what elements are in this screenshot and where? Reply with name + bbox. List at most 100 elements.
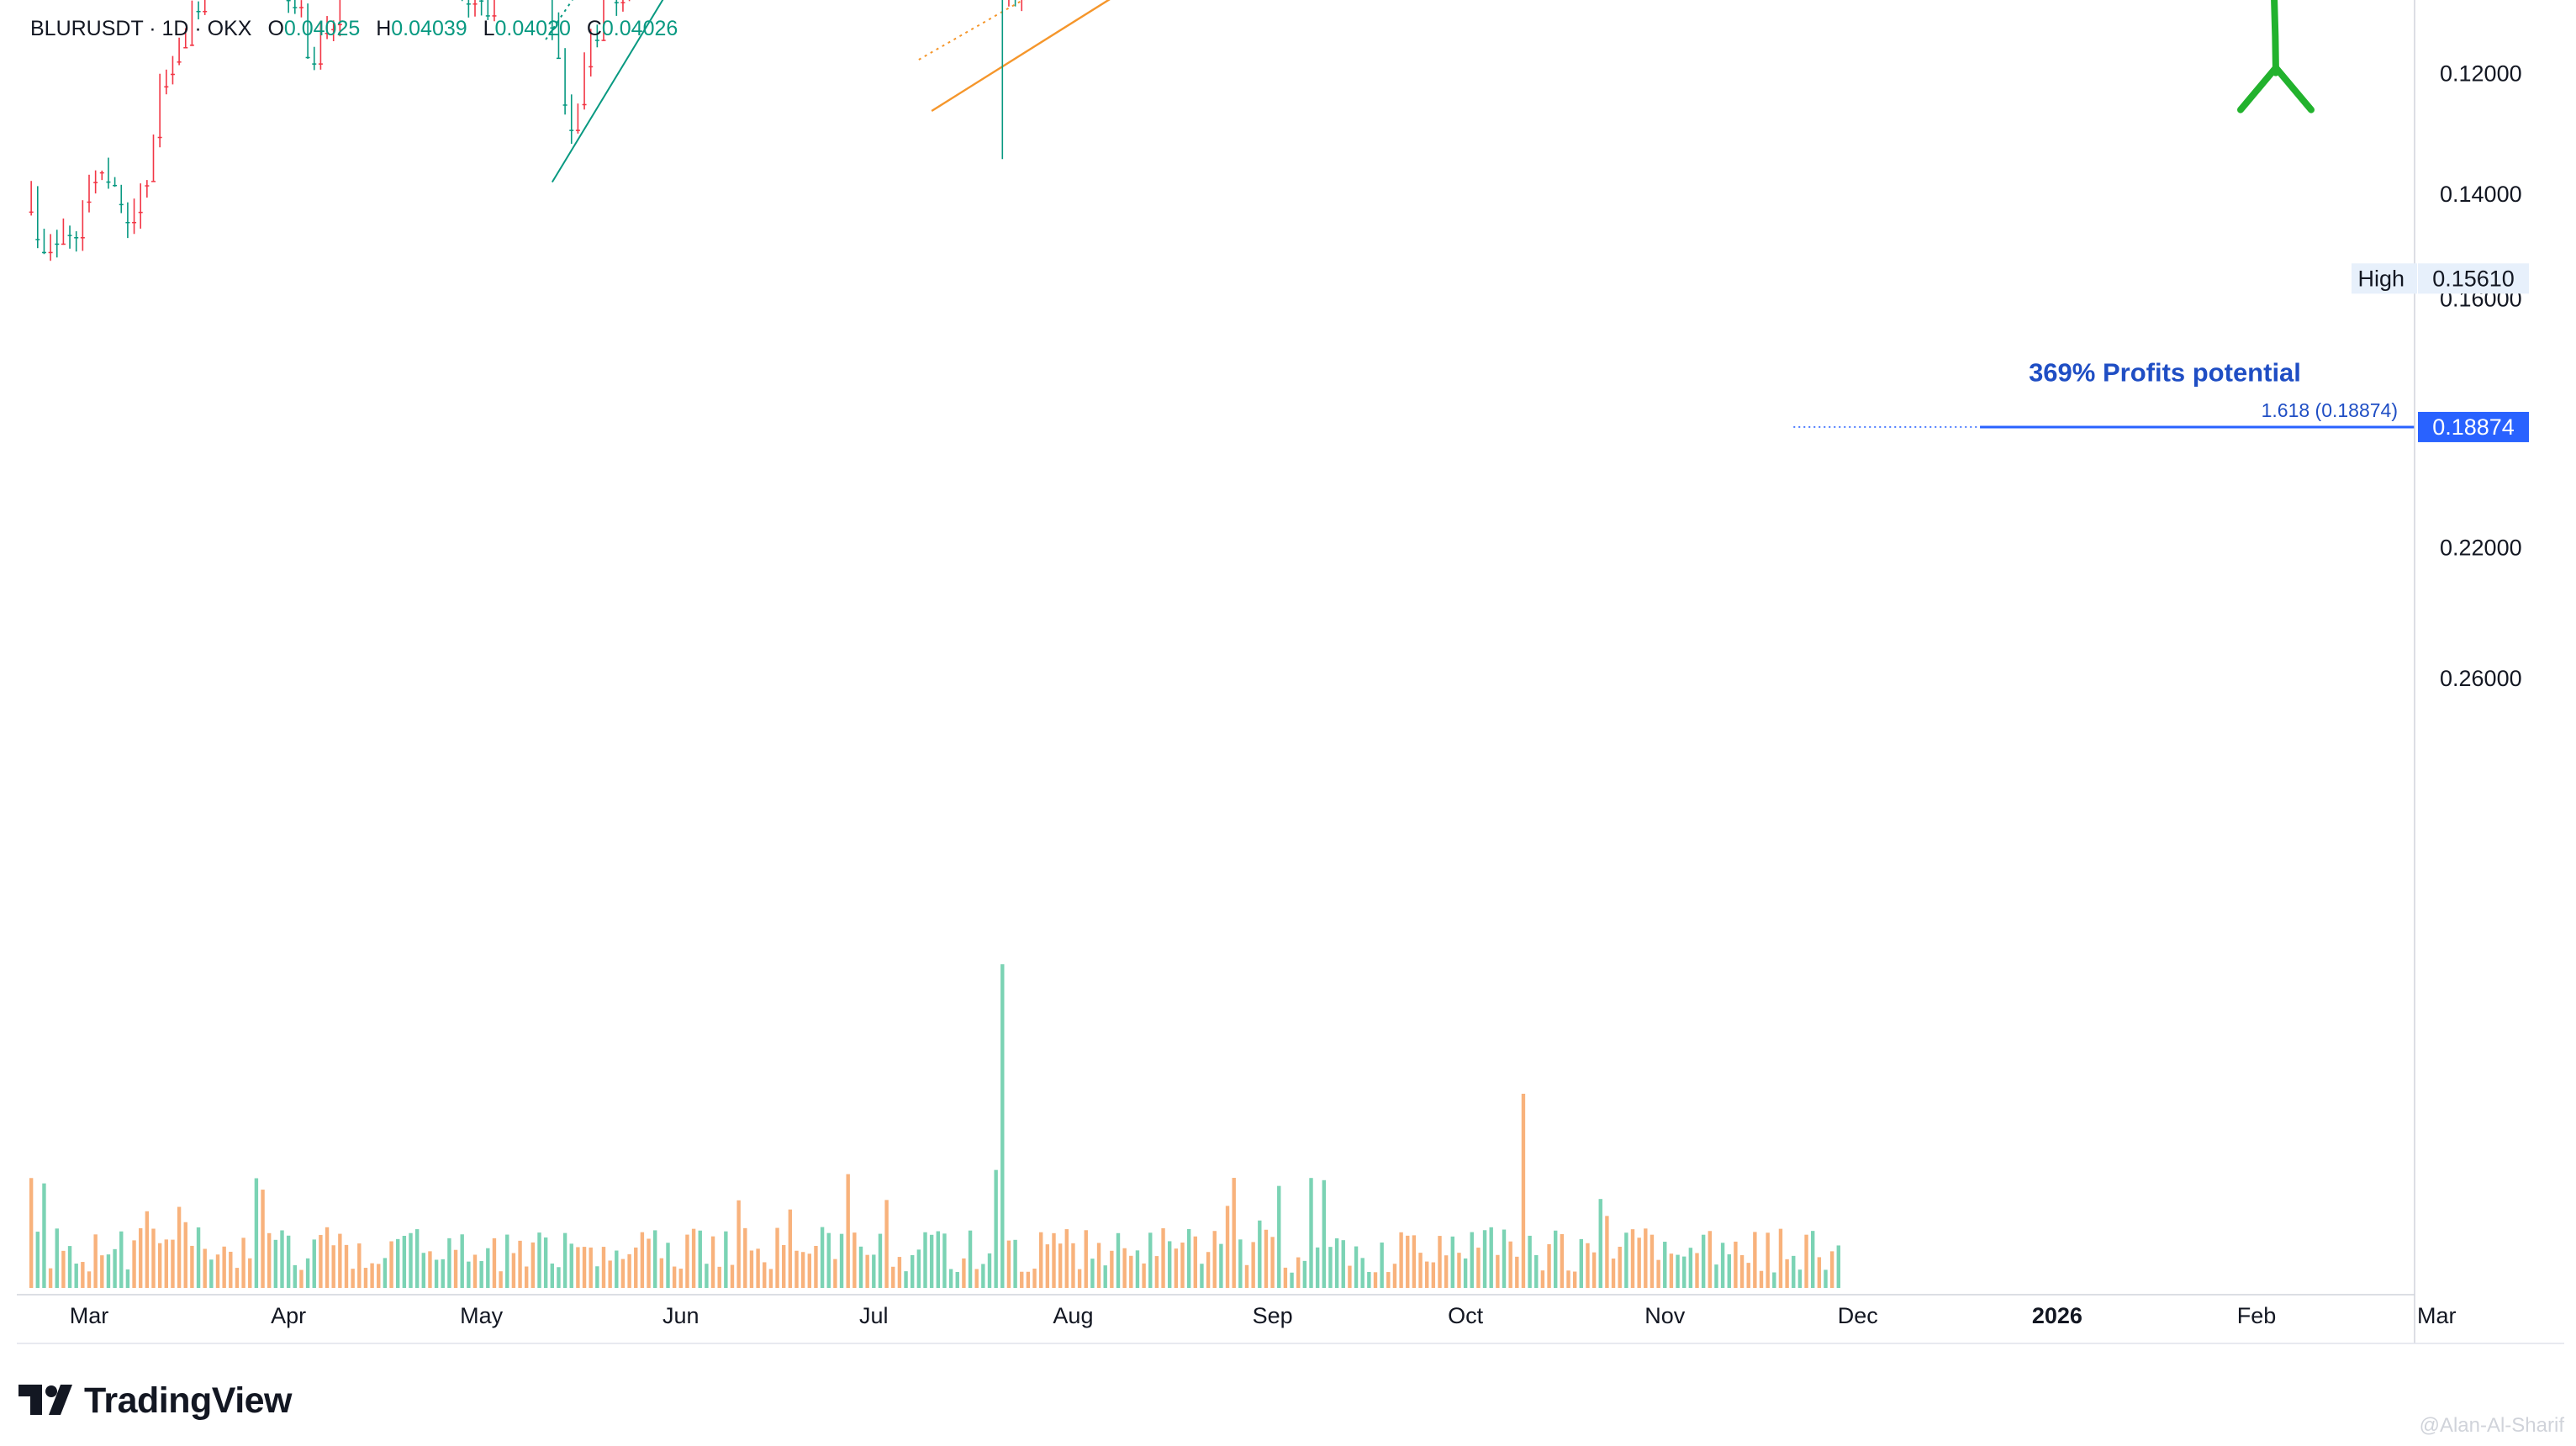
- volume-bar: [1778, 1228, 1783, 1288]
- volume-bar: [1528, 1235, 1532, 1288]
- volume-bar: [402, 1236, 407, 1288]
- candle-body: [331, 29, 336, 31]
- volume-bar: [1476, 1248, 1481, 1288]
- candle-body: [170, 73, 175, 76]
- time-tick-label: Jun: [662, 1303, 699, 1328]
- volume-bar: [1392, 1264, 1397, 1288]
- candle-body: [337, 24, 342, 26]
- volume-bar: [1000, 964, 1005, 1288]
- volume-bar: [1206, 1252, 1211, 1288]
- price-tick-label: 0.22000: [2440, 536, 2522, 561]
- fib-price-tag: [2418, 411, 2529, 442]
- volume-bar: [763, 1262, 767, 1288]
- volume-bar: [653, 1230, 657, 1288]
- volume-bar: [421, 1253, 425, 1288]
- volume-bar: [151, 1228, 156, 1288]
- volume-bar: [1135, 1250, 1140, 1288]
- candle-body: [196, 10, 201, 13]
- volume-bar: [620, 1259, 626, 1288]
- volume-bar: [479, 1261, 483, 1288]
- drawings-layer[interactable]: [540, 0, 2415, 429]
- time-tick-label: Mar: [70, 1303, 109, 1328]
- volume-bar: [904, 1271, 908, 1288]
- volume-bar: [190, 1245, 194, 1288]
- volume-bar: [987, 1253, 992, 1288]
- volume-bar: [377, 1264, 381, 1288]
- volume-bar: [1701, 1234, 1706, 1288]
- tradingview-logo[interactable]: TradingView: [18, 1377, 293, 1424]
- candle-body: [151, 181, 156, 182]
- volume-bar: [1309, 1178, 1313, 1288]
- time-tick-label: Mar: [2417, 1303, 2457, 1328]
- volume-bar: [1373, 1272, 1378, 1288]
- volume-bar: [370, 1263, 374, 1288]
- candle-body: [35, 239, 40, 240]
- candle-body: [472, 3, 478, 5]
- volume-bar: [1315, 1247, 1320, 1288]
- volume-bar: [1090, 1259, 1095, 1288]
- volume-bar: [1444, 1255, 1449, 1288]
- volume-bar: [666, 1243, 670, 1288]
- volume-bar: [87, 1271, 92, 1288]
- price-axis[interactable]: 0.188740.094300.260000.220000.160000.140…: [17, 0, 2531, 1343]
- volume-bar: [1759, 1270, 1764, 1288]
- candle-body: [298, 7, 304, 8]
- candle-body: [575, 129, 580, 131]
- volume-bar: [916, 1249, 921, 1288]
- volume-bar: [1006, 1240, 1011, 1288]
- volume-bar: [1418, 1253, 1423, 1288]
- volume-bar: [543, 1237, 548, 1288]
- volume-bar: [280, 1230, 284, 1288]
- volume-bar: [139, 1227, 143, 1288]
- volume-bar: [833, 1259, 837, 1288]
- volume-bar: [209, 1259, 214, 1288]
- high-price-label: High: [2357, 266, 2404, 291]
- symbol-title[interactable]: BLURUSDT · 1D · OKX: [30, 17, 252, 40]
- candle-body: [286, 0, 291, 2]
- volume-bar: [305, 1258, 310, 1288]
- volume-bar: [1386, 1272, 1391, 1288]
- time-tick-label: Feb: [2237, 1303, 2277, 1328]
- volume-bar: [691, 1228, 696, 1288]
- volume-bar: [125, 1269, 130, 1288]
- volume-bar: [768, 1269, 773, 1288]
- volume-bar: [634, 1247, 638, 1288]
- volume-bar: [1797, 1269, 1803, 1288]
- volume-bar: [119, 1231, 124, 1288]
- volume-bar: [1258, 1220, 1262, 1288]
- volume-bar: [525, 1266, 529, 1288]
- volume-bar: [1032, 1269, 1037, 1288]
- volume-bar: [981, 1264, 985, 1288]
- volume-bar: [1129, 1255, 1133, 1288]
- volume-bar: [782, 1244, 786, 1288]
- volume-bar: [1116, 1232, 1121, 1288]
- volume-bar: [29, 1178, 34, 1288]
- volume-bar: [550, 1263, 554, 1288]
- volume-bar: [936, 1231, 940, 1288]
- candle-body: [29, 211, 34, 214]
- volume-bar: [215, 1254, 220, 1288]
- volume-bar: [1399, 1232, 1403, 1288]
- volume-bar: [794, 1250, 799, 1288]
- volume-bar: [1077, 1269, 1082, 1288]
- volume-bar: [1168, 1241, 1172, 1288]
- time-tick-label: Jul: [859, 1303, 889, 1328]
- high-label: H: [376, 17, 392, 40]
- time-axis[interactable]: Mar Apr May Jun Jul Aug Sep Oct Nov Dec 2026 Feb Mar: [17, 1303, 2564, 1344]
- volume-bar: [1064, 1229, 1069, 1288]
- volume-bar: [261, 1190, 265, 1288]
- volume-bar: [595, 1266, 599, 1288]
- volume-bar: [678, 1269, 683, 1288]
- time-tick-label: 2026: [2032, 1303, 2082, 1328]
- volume-bar: [1746, 1263, 1750, 1288]
- candlesticks[interactable]: [29, 0, 1841, 261]
- low-label: L: [483, 17, 495, 40]
- volume-bars: [29, 964, 1840, 1288]
- volume-bar: [1270, 1237, 1275, 1288]
- annotations-layer: 1.618 (0.18874)0.618 (0.09430)0.382 (0.0…: [2029, 357, 2398, 421]
- volume-bar: [1142, 1263, 1146, 1288]
- volume-bar: [717, 1266, 721, 1288]
- volume-bar: [1656, 1259, 1660, 1288]
- volume-bar: [177, 1206, 182, 1288]
